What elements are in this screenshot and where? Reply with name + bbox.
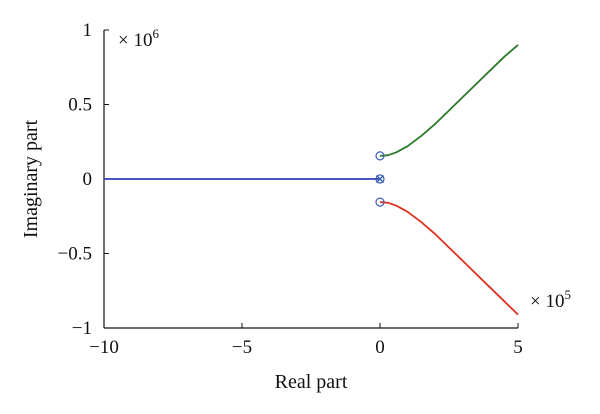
- x-tick-label: 5: [513, 337, 523, 358]
- zero-marker: [375, 174, 385, 184]
- y-tick-label: 0: [83, 169, 93, 190]
- y-tick-label: 0.5: [68, 95, 92, 116]
- x-tick-label: −10: [89, 337, 119, 358]
- x-tick-label: −5: [232, 337, 252, 358]
- zero-marker: [375, 197, 385, 207]
- pole-marker: [376, 175, 384, 183]
- pole-marker-stroke: [376, 175, 384, 183]
- x-multiplier-base: × 10: [530, 291, 564, 312]
- y-multiplier: × 106: [118, 26, 159, 51]
- markers: [375, 151, 385, 207]
- x-multiplier-exponent: 5: [564, 287, 571, 302]
- y-tick-label: 1: [83, 20, 93, 41]
- lower-branch-line: [379, 201, 519, 316]
- y-multiplier-base: × 10: [118, 30, 152, 51]
- y-tick-label: −0.5: [58, 244, 92, 265]
- upper-branch-line: [379, 44, 519, 157]
- y-axis-label: Imaginary part: [20, 119, 42, 238]
- series: [104, 44, 519, 316]
- x-tick-label: 0: [375, 337, 385, 358]
- ticks: −10 −5 0 5 −1 −0.5 0 0.5 1: [58, 20, 523, 358]
- x-multiplier: × 105: [530, 287, 571, 312]
- x-axis-label: Real part: [275, 371, 348, 393]
- zero-marker: [375, 151, 385, 161]
- y-multiplier-exponent: 6: [152, 26, 159, 41]
- y-tick-label: −1: [72, 318, 92, 339]
